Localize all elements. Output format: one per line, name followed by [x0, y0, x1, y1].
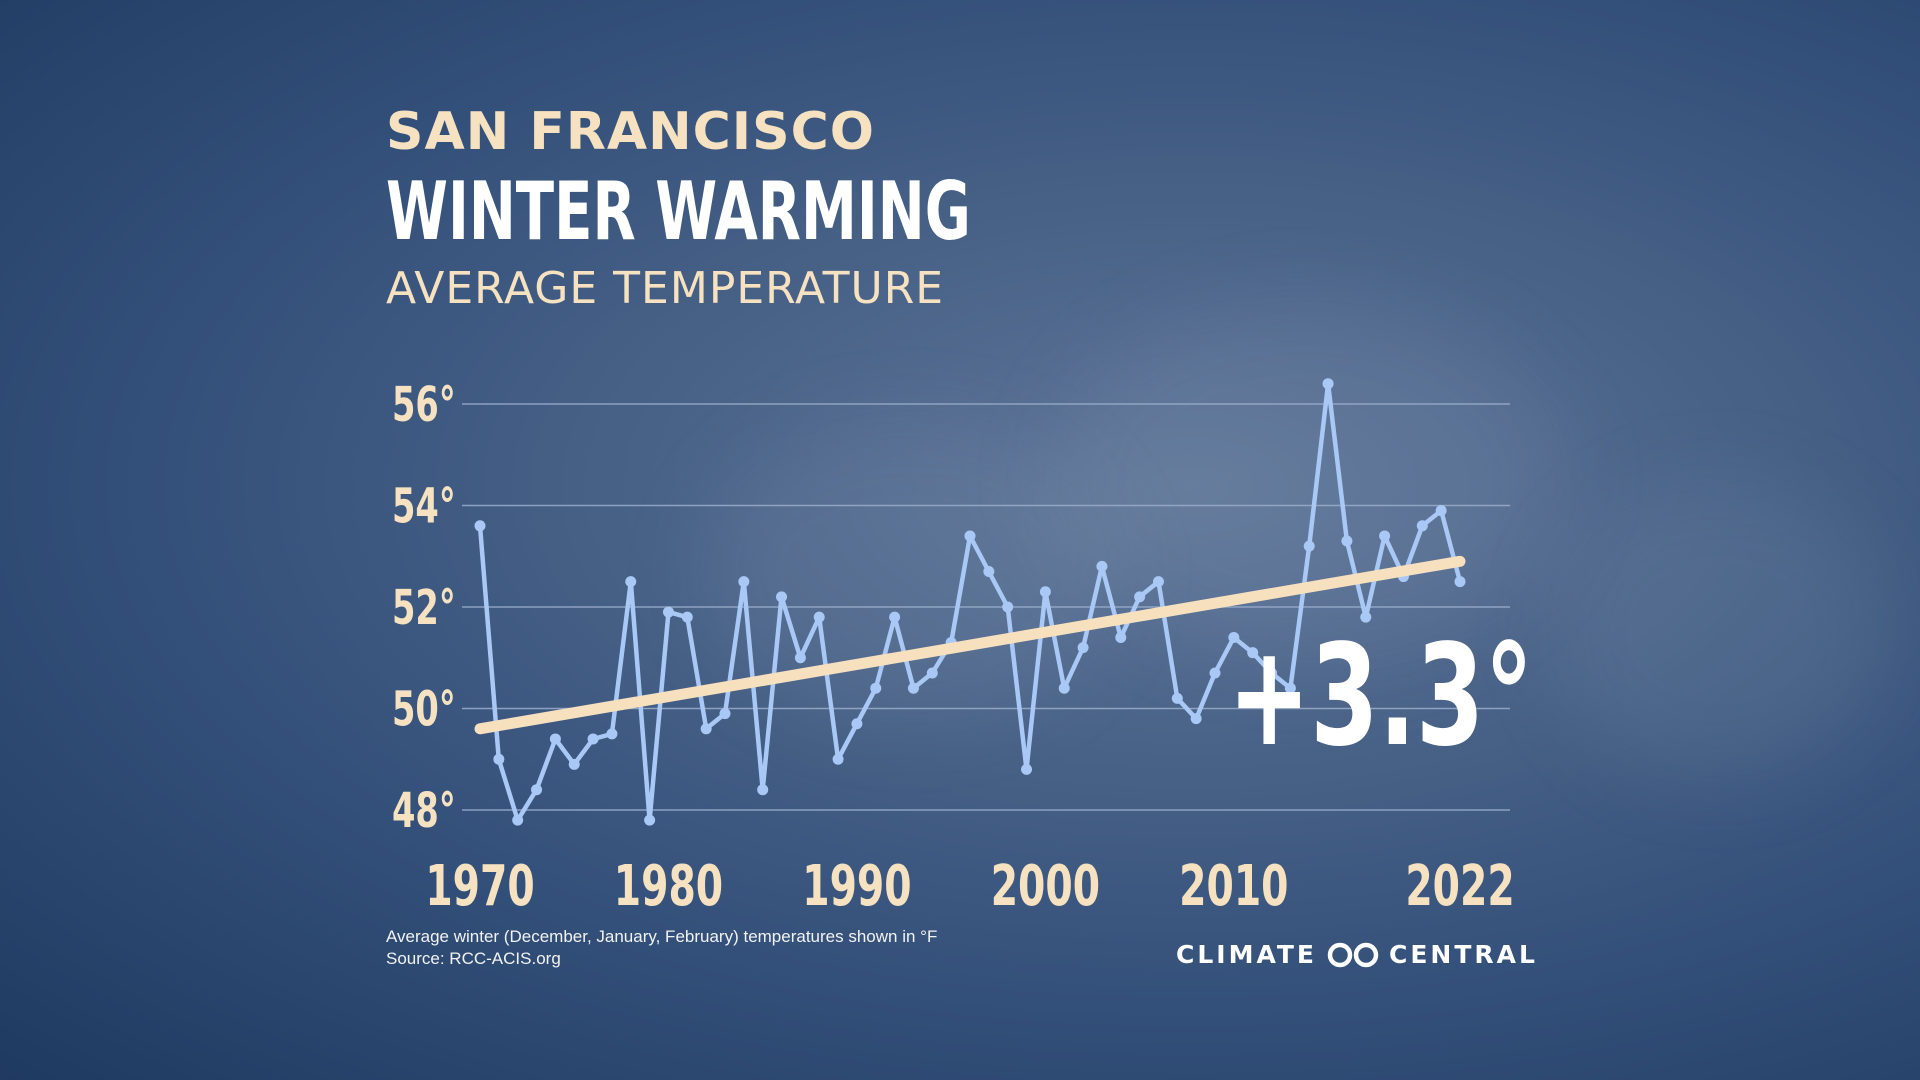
data-point — [1190, 713, 1202, 725]
data-point — [700, 723, 712, 735]
footnote: Average winter (December, January, Febru… — [386, 926, 937, 970]
y-axis-ticks: 56° 54° 52° 50° 48° — [392, 378, 456, 840]
data-point — [625, 576, 637, 588]
data-point — [1021, 763, 1033, 775]
data-point — [662, 606, 674, 618]
background-cloud — [1550, 480, 1890, 780]
data-point — [889, 611, 901, 623]
data-point — [1266, 667, 1278, 679]
data-point — [644, 814, 656, 826]
data-point — [1322, 378, 1334, 390]
data-point — [549, 733, 561, 745]
data-point — [870, 682, 882, 694]
data-point — [1435, 505, 1447, 517]
x-tick-label: 1990 — [802, 853, 911, 919]
data-point — [587, 733, 599, 745]
footnote-source: Source: RCC-ACIS.org — [386, 949, 561, 968]
temperature-series — [474, 378, 1466, 826]
y-tick-label: 52° — [392, 581, 456, 637]
data-point — [907, 682, 919, 694]
logo-text-left: CLIMATE — [1176, 940, 1317, 969]
data-point — [1077, 642, 1089, 654]
data-point — [1039, 586, 1051, 598]
data-point — [512, 814, 524, 826]
y-tick-label: 54° — [392, 479, 456, 535]
data-point — [1454, 576, 1466, 588]
data-point — [1284, 682, 1296, 694]
data-point — [1096, 560, 1108, 572]
data-point — [1134, 591, 1146, 603]
trend-line — [474, 555, 1466, 735]
data-point — [531, 784, 543, 796]
data-point — [1058, 682, 1070, 694]
y-tick-label: 50° — [392, 682, 456, 738]
data-point — [983, 565, 995, 577]
y-tick-label: 48° — [392, 784, 456, 840]
data-point — [1341, 535, 1353, 547]
trend-line-group — [474, 555, 1466, 735]
climate-central-logo: CLIMATE CENTRAL — [1176, 940, 1538, 969]
data-point — [1379, 530, 1391, 542]
data-point — [681, 611, 693, 623]
data-point — [851, 718, 863, 730]
data-point — [1228, 631, 1240, 643]
logo-text-right: CENTRAL — [1389, 940, 1538, 969]
data-point — [1416, 520, 1428, 532]
data-point — [1209, 667, 1221, 679]
city-label: SAN FRANCISCO — [386, 102, 875, 162]
y-tick-label: 56° — [392, 378, 456, 434]
data-point — [757, 784, 769, 796]
chart-title: WINTER WARMING — [386, 165, 971, 258]
data-point — [1115, 631, 1127, 643]
chart-subtitle: AVERAGE TEMPERATURE — [386, 263, 945, 314]
x-tick-label: 2000 — [991, 853, 1100, 919]
data-point — [606, 728, 618, 740]
data-point — [813, 611, 825, 623]
x-tick-label: 2022 — [1405, 853, 1514, 919]
data-point — [1152, 576, 1164, 588]
data-point — [1171, 692, 1183, 704]
data-point — [964, 530, 976, 542]
x-tick-label: 1980 — [614, 853, 723, 919]
climate-central-logo-icon — [1327, 942, 1379, 967]
data-point — [794, 652, 806, 664]
temperature-change-annotation: +3.3° — [1228, 615, 1534, 778]
x-axis-ticks: 1970 1980 1990 2000 2010 2022 — [425, 853, 1514, 919]
data-point — [738, 576, 750, 588]
data-point — [1360, 611, 1372, 623]
chart-header: SAN FRANCISCO WINTER WARMING AVERAGE TEM… — [386, 100, 1136, 318]
data-point — [926, 667, 938, 679]
footnote-description: Average winter (December, January, Febru… — [386, 927, 938, 946]
data-point — [719, 708, 731, 720]
x-tick-label: 2010 — [1179, 853, 1288, 919]
data-point — [1002, 601, 1014, 613]
data-point — [1247, 647, 1259, 659]
grid-lines — [462, 403, 1510, 811]
data-point — [776, 591, 788, 603]
data-point — [474, 520, 486, 532]
data-point — [832, 753, 844, 765]
data-point — [1303, 540, 1315, 552]
data-point — [568, 758, 580, 770]
data-point — [493, 753, 505, 765]
x-tick-label: 1970 — [425, 853, 534, 919]
